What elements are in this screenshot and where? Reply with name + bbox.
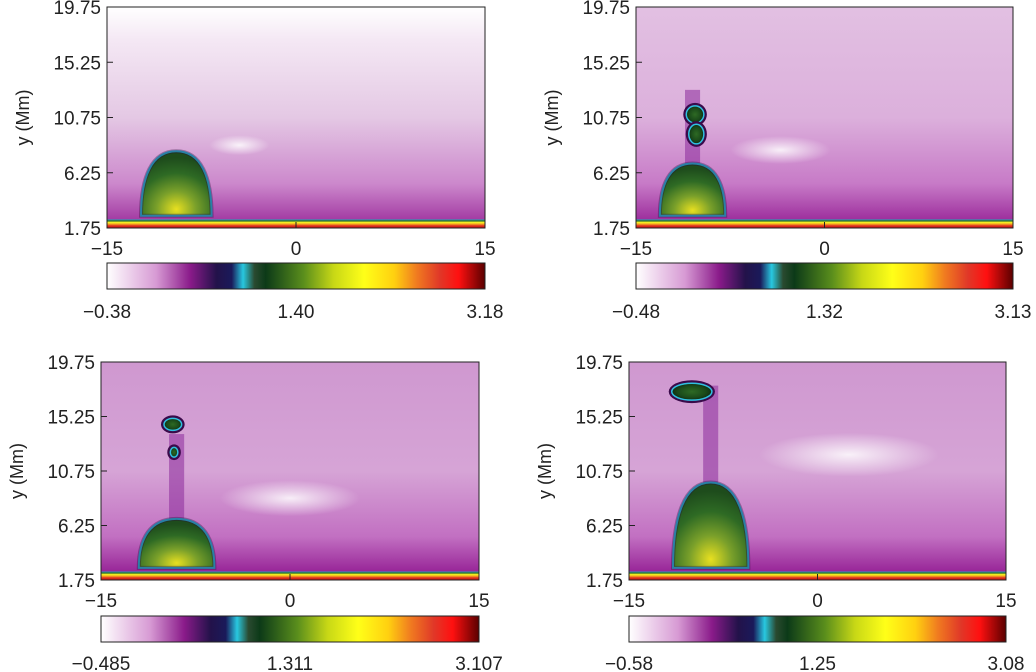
panel-bottom-left: 1.75 6.25 10.75 15.25 19.75 y (Mm) −15 0 15 −0.48… — [7, 353, 503, 672]
colorbar — [100, 615, 480, 643]
blob-mark-1 — [169, 446, 179, 458]
colorbar-tick-label: −0.58 — [605, 654, 653, 672]
colorbar-tick-label: 1.40 — [278, 302, 315, 323]
colorbar — [106, 262, 486, 290]
colorbar-tick-label: −0.485 — [72, 654, 131, 672]
dome-mark — [137, 517, 216, 569]
y-tick-label: 15.25 — [582, 53, 630, 74]
y-tick-label: 6.25 — [586, 517, 623, 538]
colorbar-tick-label: 1.25 — [799, 654, 836, 672]
y-tick-label: 1.75 — [586, 571, 623, 592]
heatmap-field — [629, 362, 1006, 580]
dome-mark — [658, 162, 727, 217]
x-tick-label: 0 — [812, 591, 823, 612]
dome-outline — [670, 480, 751, 570]
x-tick-label: 15 — [468, 591, 489, 612]
x-tick-label: −15 — [613, 591, 645, 612]
wake-streak — [730, 136, 831, 165]
y-tick-label: 19.75 — [47, 353, 95, 374]
y-tick-label: 6.25 — [64, 164, 101, 185]
colorbar-tick-label: 1.311 — [267, 654, 313, 672]
x-tick-label: −15 — [85, 591, 117, 612]
x-tick-label: 15 — [1002, 239, 1023, 260]
y-tick-label: 10.75 — [575, 462, 623, 483]
colorbar-tick-label: −0.48 — [612, 302, 660, 323]
colorbar-tick-label: 3.08 — [988, 654, 1025, 672]
y-tick-label: 10.75 — [47, 462, 95, 483]
y-axis-label: y (Mm) — [542, 90, 562, 146]
x-tick-label: 0 — [285, 591, 296, 612]
y-tick-label: 19.75 — [582, 0, 630, 19]
dome-outline — [136, 516, 217, 570]
y-tick-label: 15.25 — [47, 408, 95, 429]
y-tick-label: 1.75 — [593, 219, 630, 240]
blob-mark-0 — [670, 382, 713, 401]
blob-mark-1 — [688, 123, 705, 145]
y-tick-label: 15.25 — [53, 53, 101, 74]
y-tick-label: 1.75 — [58, 571, 95, 592]
heatmap-field — [107, 7, 485, 228]
heatmap-field — [636, 7, 1013, 228]
colorbar — [628, 615, 1007, 643]
colorbar-tick-label: −0.38 — [83, 302, 131, 323]
x-tick-label: 0 — [819, 239, 830, 260]
dome-outline — [139, 149, 214, 218]
y-tick-label: 6.25 — [593, 164, 630, 185]
colorbar — [635, 262, 1014, 290]
colorbar-tick-label: 1.32 — [806, 302, 843, 323]
plume-column — [703, 385, 719, 483]
colorbar-tick-label: 3.18 — [467, 302, 504, 323]
y-axis-label: y (Mm) — [535, 443, 555, 499]
wake-streak — [220, 480, 360, 517]
x-tick-label: 15 — [995, 591, 1016, 612]
y-axis-label: y (Mm) — [7, 443, 27, 499]
y-axis-label: y (Mm) — [13, 90, 33, 146]
x-tick-label: −15 — [620, 239, 652, 260]
dome-outline — [657, 161, 728, 218]
y-tick-label: 10.75 — [582, 109, 630, 130]
blob-mark-0 — [685, 105, 705, 124]
dome-mark — [671, 481, 750, 569]
x-tick-label: 15 — [474, 239, 495, 260]
heatmap-field — [101, 362, 479, 580]
y-tick-label: 1.75 — [64, 219, 101, 240]
y-tick-label: 19.75 — [53, 0, 101, 19]
panel-top-right: 1.75 6.25 10.75 15.25 19.75 y (Mm) −15 0 15 −0.48… — [542, 0, 1031, 323]
colorbar-tick-label: 3.13 — [995, 302, 1032, 323]
blob-mark-0 — [163, 417, 183, 432]
x-tick-label: −15 — [91, 239, 123, 260]
wake-streak — [209, 135, 270, 156]
panel-top-left: 1.75 6.25 10.75 15.25 19.75 y (Mm) −15 0 15 −0.38… — [13, 0, 503, 323]
y-tick-label: 10.75 — [53, 109, 101, 130]
y-tick-label: 19.75 — [575, 353, 623, 374]
colorbar-tick-label: 3.107 — [455, 654, 503, 672]
x-tick-label: 0 — [291, 239, 302, 260]
y-tick-label: 15.25 — [575, 408, 623, 429]
wake-streak — [758, 432, 939, 477]
y-tick-label: 6.25 — [58, 517, 95, 538]
dome-mark — [140, 150, 213, 217]
panel-bottom-right: 1.75 6.25 10.75 15.25 19.75 y (Mm) −15 0 15 −0.58… — [535, 353, 1024, 672]
